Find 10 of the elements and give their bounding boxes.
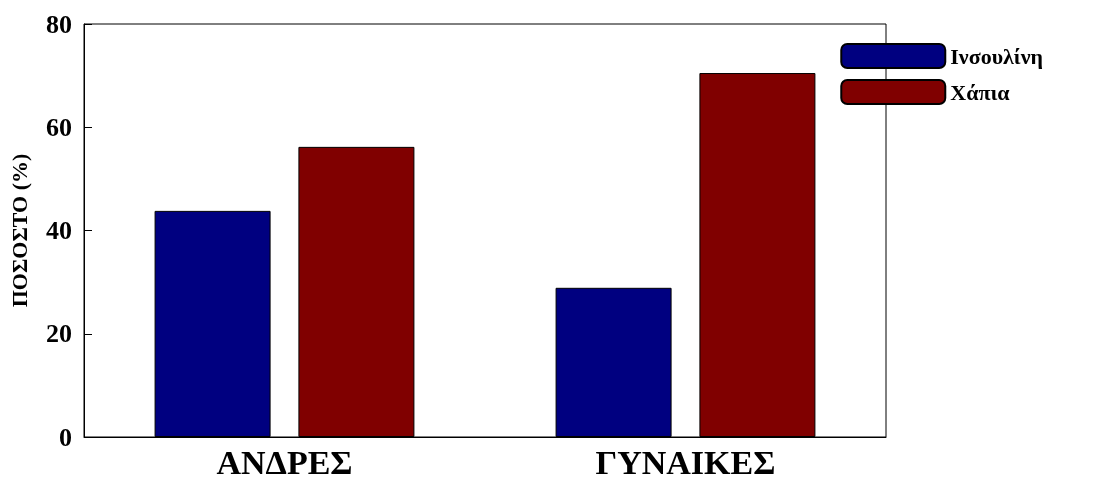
y-tick-label: 0: [59, 422, 72, 452]
y-tick-label: 80: [46, 9, 72, 39]
legend-label: Χάπια: [950, 79, 1011, 105]
y-tick-label: 40: [46, 216, 72, 245]
legend-label: Ινσουλίνη: [950, 43, 1044, 69]
y-tick-label: 60: [46, 112, 72, 142]
y-axis-title: ΠΟΣΟΣΤΟ (%): [6, 153, 32, 308]
y-tick-label: 20: [46, 319, 72, 349]
x-tick-label: ΑΝΔΡΕΣ: [216, 443, 353, 479]
x-tick-label: ΓΥΝΑΙΚΕΣ: [595, 443, 776, 479]
